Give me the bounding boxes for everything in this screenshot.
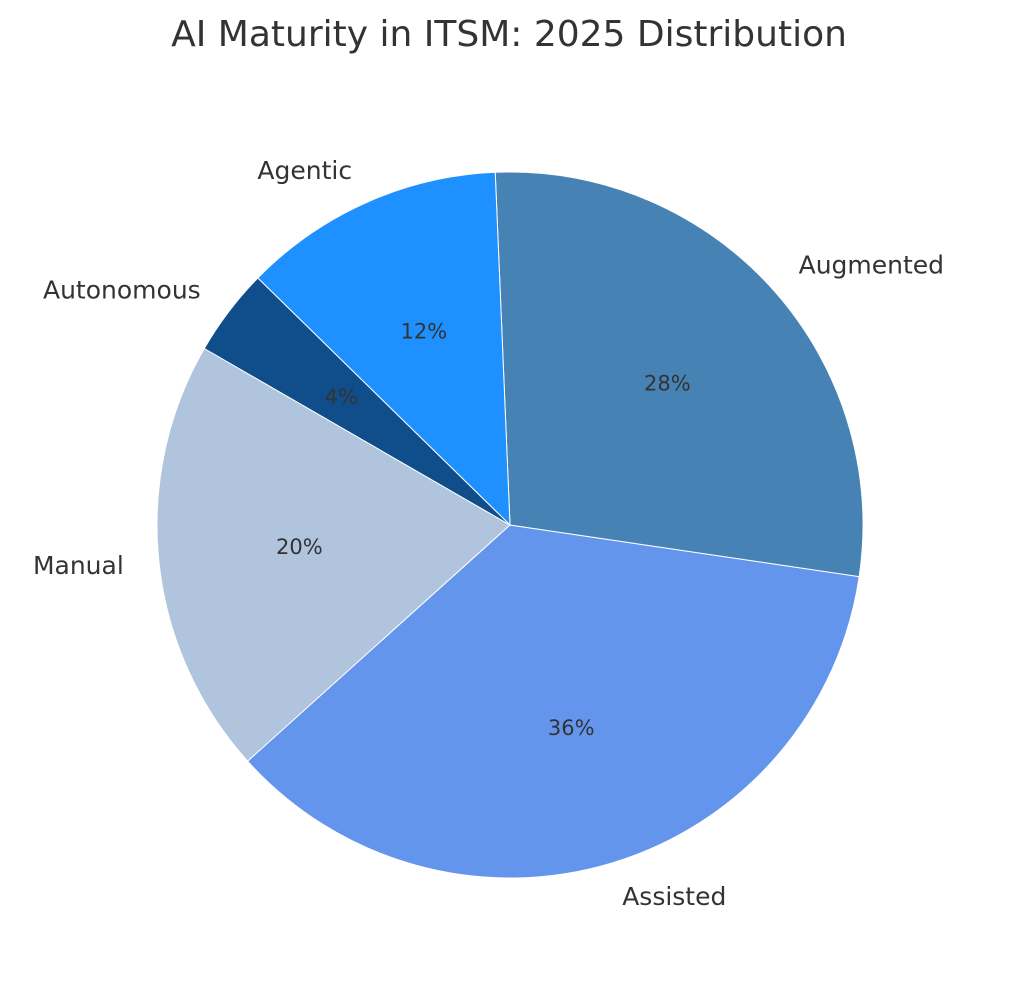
slice-label-autonomous: Autonomous	[43, 276, 201, 305]
pie-slice-agentic	[257, 171, 511, 527]
pct-label-assisted: 36%	[548, 716, 595, 740]
slice-label-manual: Manual	[33, 551, 124, 580]
pct-label-agentic: 12%	[401, 320, 448, 344]
pie-labels: Manual 20% Assisted 36% Augmented 28% Agentic 1…	[33, 156, 944, 911]
pct-label-augmented: 28%	[644, 371, 691, 395]
slice-label-assisted: Assisted	[622, 882, 726, 911]
pie-slice-augmented	[494, 171, 864, 578]
slice-label-agentic: Agentic	[257, 156, 352, 185]
pct-label-autonomous: 4%	[325, 385, 358, 409]
pie-slices	[156, 171, 864, 879]
pct-label-manual: 20%	[276, 535, 323, 559]
chart-title: AI Maturity in ITSM: 2025 Distribution	[171, 14, 847, 55]
pie-slice-autonomous	[203, 277, 511, 526]
pie-slice-assisted	[246, 524, 860, 879]
pie-slice-manual	[156, 347, 511, 762]
slice-label-augmented: Augmented	[799, 251, 944, 280]
